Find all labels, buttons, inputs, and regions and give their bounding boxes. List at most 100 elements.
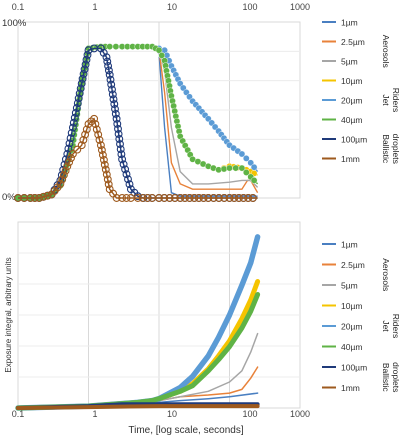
data-point — [103, 57, 112, 66]
data-point — [114, 130, 123, 138]
x-tick-label: 100 — [242, 2, 257, 12]
bottom-x-tick-labels: 0.1 1 10 100 1000 — [12, 409, 310, 419]
data-point — [64, 144, 73, 153]
data-point — [111, 105, 119, 113]
data-point — [247, 159, 254, 167]
data-point — [106, 75, 115, 84]
data-point — [79, 135, 88, 144]
data-point — [77, 141, 86, 150]
data-point — [109, 95, 118, 104]
data-point — [58, 175, 67, 184]
y-tick-label-top-max: 100% — [2, 18, 27, 29]
panel-fraction-chart: 100% 0% — [2, 18, 301, 203]
data-point — [69, 118, 78, 127]
data-point — [104, 66, 113, 75]
data-point — [110, 100, 119, 109]
series-line — [18, 117, 258, 199]
data-point — [248, 194, 257, 202]
data-point — [214, 194, 223, 202]
data-point — [125, 180, 134, 189]
data-point — [105, 70, 114, 79]
data-point — [106, 43, 113, 50]
x-tick-label: 10 — [167, 409, 177, 419]
data-point — [122, 170, 131, 179]
data-point — [101, 165, 110, 174]
data-point — [94, 130, 103, 139]
data-point — [194, 194, 203, 202]
data-point — [242, 169, 250, 176]
data-point — [81, 60, 90, 69]
data-point — [35, 194, 44, 202]
data-point — [118, 194, 127, 202]
data-point — [199, 194, 208, 202]
data-point — [160, 194, 169, 202]
data-point — [158, 52, 166, 59]
legend-group-label: Ballistic — [381, 363, 391, 393]
legend-label: 1mm — [341, 154, 360, 164]
data-point — [66, 134, 75, 143]
x-tick-label: 10 — [167, 2, 177, 12]
data-point — [155, 46, 163, 54]
y-tick-label-top-min: 0% — [2, 192, 16, 203]
legend-label: 100µm — [341, 363, 367, 373]
legend-label: 40µm — [341, 342, 362, 352]
legend-bottom: 1µm 2.5µm 5µm 10µm 20µm 40µm 100µm 1mm Aerosols J… — [322, 240, 401, 393]
data-point — [225, 194, 234, 202]
data-point — [190, 194, 199, 202]
legend-label: 10µm — [341, 76, 362, 86]
legend-group-label: Ballistic — [381, 134, 391, 164]
data-point — [232, 164, 239, 172]
data-point — [138, 194, 147, 202]
data-point — [112, 43, 120, 50]
data-point — [108, 85, 116, 94]
data-point — [220, 165, 228, 173]
legend-label: 100µm — [341, 135, 367, 145]
legend-group-label: droplets — [391, 134, 401, 164]
series-1mm — [16, 404, 260, 410]
data-point — [204, 194, 213, 202]
data-point — [61, 166, 70, 175]
x-tick-label: 0.1 — [12, 409, 25, 419]
legend-label: 1mm — [341, 383, 360, 393]
data-point — [121, 165, 130, 174]
data-point — [74, 94, 83, 103]
data-point — [100, 160, 109, 169]
x-tick-label: 1 — [92, 2, 97, 12]
legend-group-label: Riders — [391, 88, 401, 113]
data-point — [96, 141, 105, 150]
x-axis-label: Time, [log scale, seconds] — [128, 425, 243, 436]
legend-group-label: Aerosols — [381, 35, 391, 68]
legend-label: 1µm — [341, 240, 358, 250]
data-point — [73, 99, 82, 108]
series-group-bottom — [15, 234, 261, 411]
data-point — [238, 164, 246, 172]
legend-label: 20µm — [341, 96, 362, 106]
data-point — [111, 109, 120, 118]
data-point — [73, 145, 82, 154]
legend-label: 2.5µm — [341, 37, 365, 47]
data-point — [70, 113, 79, 122]
data-point — [209, 194, 218, 202]
data-point — [56, 179, 65, 188]
x-tick-label: 1000 — [290, 2, 310, 12]
data-point — [115, 135, 124, 143]
data-point — [124, 175, 132, 184]
legend-label: 1µm — [341, 18, 358, 28]
data-point — [117, 150, 126, 159]
data-point — [43, 191, 52, 200]
x-tick-label: 0.1 — [12, 2, 25, 12]
data-point — [98, 151, 107, 159]
data-point — [83, 50, 92, 59]
data-point — [250, 163, 258, 171]
data-point — [82, 125, 91, 134]
data-point — [113, 119, 122, 128]
data-point — [114, 124, 122, 133]
data-point — [234, 194, 243, 202]
data-point — [26, 194, 35, 202]
data-point — [103, 175, 112, 184]
data-point — [215, 166, 222, 174]
data-point — [59, 171, 68, 180]
data-point — [91, 120, 100, 129]
data-point — [108, 90, 117, 99]
